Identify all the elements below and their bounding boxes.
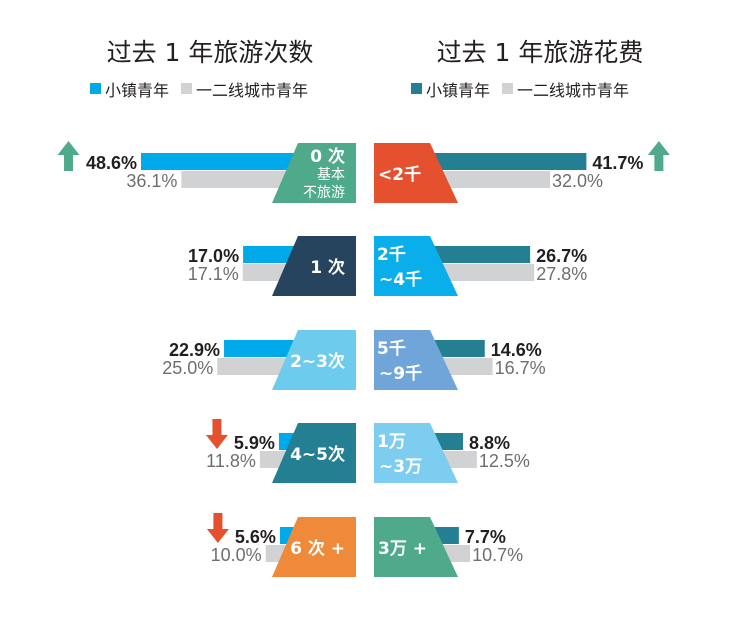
category-box xyxy=(272,423,356,483)
category-label: 1万 xyxy=(377,432,406,452)
trend-down-icon xyxy=(205,419,228,449)
legend-label: 小镇青年 xyxy=(105,81,169,100)
value-small-town: 48.6% xyxy=(86,153,137,173)
category-label: 2~3次 xyxy=(290,351,345,372)
category-box xyxy=(374,517,458,577)
chart-title: 过去 1 年旅游花费 xyxy=(437,38,644,67)
legend-swatch xyxy=(181,83,192,94)
legend-label: 一二线城市青年 xyxy=(196,81,308,100)
value-small-town: 5.6% xyxy=(235,527,276,547)
legend-swatch xyxy=(90,83,101,94)
trend-up-icon xyxy=(57,141,80,171)
category-box xyxy=(272,236,356,296)
category-label: 2千 xyxy=(377,245,406,265)
category-box xyxy=(374,423,458,483)
category-sublabel: 基本 xyxy=(317,166,345,183)
value-big-city: 10.0% xyxy=(211,545,262,565)
value-small-town: 8.8% xyxy=(469,433,510,453)
trend-down-icon xyxy=(206,513,229,543)
value-small-town: 26.7% xyxy=(536,246,587,266)
value-big-city: 11.8% xyxy=(206,451,256,471)
value-small-town: 17.0% xyxy=(188,246,239,266)
category-box xyxy=(374,330,458,390)
value-small-town: 14.6% xyxy=(491,340,542,360)
legend-swatch xyxy=(411,83,422,94)
value-big-city: 25.0% xyxy=(162,358,213,378)
legend-label: 小镇青年 xyxy=(426,81,490,100)
category-label: 6 次 + xyxy=(290,538,345,559)
category-box xyxy=(272,517,356,577)
value-big-city: 10.7% xyxy=(472,545,523,565)
category-label: ~3万 xyxy=(379,457,422,477)
category-label: ~4千 xyxy=(379,270,422,290)
category-label: 0 次 xyxy=(310,146,345,167)
value-big-city: 27.8% xyxy=(536,264,587,284)
legend-swatch xyxy=(502,83,513,94)
category-label: 1 次 xyxy=(310,257,345,278)
value-small-town: 5.9% xyxy=(234,433,275,453)
trend-up-icon xyxy=(647,141,670,171)
chart-title: 过去 1 年旅游次数 xyxy=(107,38,314,67)
category-box xyxy=(272,143,356,203)
category-sublabel: 不旅游 xyxy=(303,185,345,201)
category-label: 3万 + xyxy=(378,539,427,559)
value-big-city: 16.7% xyxy=(495,358,546,378)
value-small-town: 22.9% xyxy=(169,340,220,360)
category-box xyxy=(374,143,458,203)
category-label: 4~5次 xyxy=(290,444,345,465)
category-label: <2千 xyxy=(378,165,421,185)
category-box xyxy=(374,236,458,296)
category-label: ~9千 xyxy=(379,364,422,384)
legend-label: 一二线城市青年 xyxy=(517,81,629,100)
value-small-town: 41.7% xyxy=(592,153,643,173)
value-small-town: 7.7% xyxy=(465,527,506,547)
value-big-city: 32.0% xyxy=(552,171,603,191)
value-big-city: 12.5% xyxy=(479,451,530,471)
value-big-city: 36.1% xyxy=(126,171,177,191)
value-big-city: 17.1% xyxy=(188,264,239,284)
category-box xyxy=(272,330,356,390)
category-label: 5千 xyxy=(377,339,406,359)
